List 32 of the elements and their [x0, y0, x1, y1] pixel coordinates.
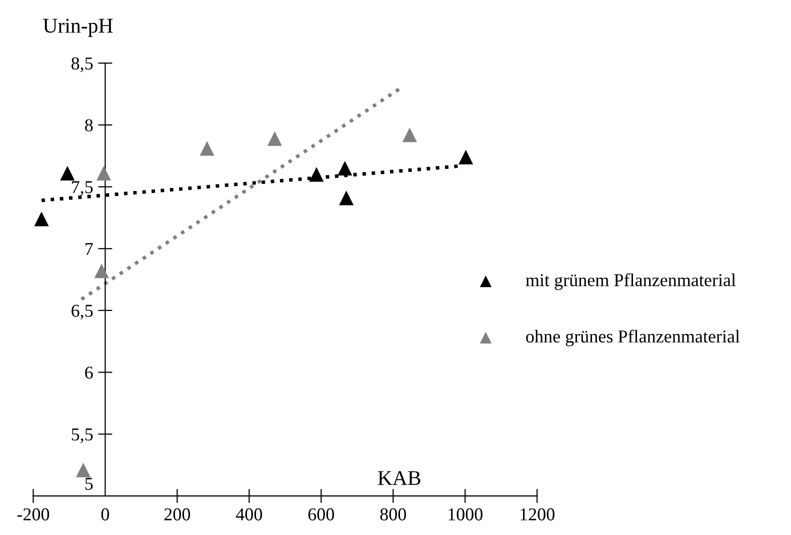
point: [458, 150, 474, 164]
point: [200, 141, 214, 156]
legend-label: ohne grünes Pflanzenmaterial: [526, 330, 740, 346]
y-tick-label: 7,5: [72, 181, 93, 196]
x-tick-label: 200: [164, 508, 190, 520]
point: [60, 166, 75, 180]
x-tick-label: 400: [236, 508, 262, 520]
point: [76, 462, 91, 478]
y-tick-label: 6: [85, 366, 93, 379]
y-tick-label: 5,5: [72, 428, 93, 444]
x-tick-label: 1000: [448, 508, 482, 520]
point: [339, 190, 354, 206]
point: [34, 212, 49, 226]
x-tick-label: -200: [17, 508, 50, 520]
point: [402, 128, 417, 142]
x-tick-label: 600: [308, 508, 334, 520]
y-tick-label: 6,5: [72, 304, 93, 320]
y-tick-label: 8: [85, 119, 93, 132]
point: [338, 160, 352, 176]
y-tick-label: 5: [85, 478, 93, 490]
y-tick-label: 8,5: [72, 57, 93, 72]
point: [94, 264, 109, 278]
point: [267, 131, 282, 146]
point: [309, 167, 324, 182]
y-axis-title: Urin-pH: [43, 18, 113, 38]
x-tick-label: 0: [101, 508, 110, 520]
x-tick-label: 800: [380, 508, 406, 520]
legend-label: mit grünem Pflanzenmaterial: [526, 273, 736, 290]
y-tick-label: 7: [86, 243, 93, 255]
x-tick-label: 1200: [520, 508, 554, 520]
point: [96, 166, 112, 180]
x-axis-title: KAB: [378, 471, 420, 485]
